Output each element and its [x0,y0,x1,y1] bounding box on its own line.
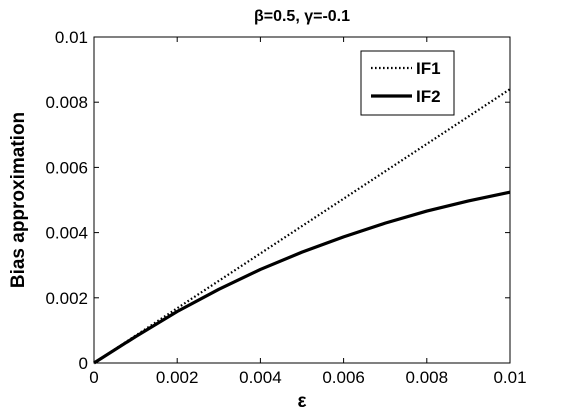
legend-box [360,50,455,116]
y-tick-label: 0.006 [45,158,88,177]
y-tick-label: 0.008 [45,93,88,112]
x-tick-label: 0.008 [406,368,449,387]
x-tick-label: 0.01 [493,368,526,387]
y-tick-label: 0.01 [55,28,88,47]
x-tick-label: 0.006 [322,368,365,387]
y-axis: 0 0.002 0.004 0.006 0.008 0.01 [45,28,510,373]
x-axis: 0 0.002 0.004 0.006 0.008 0.01 [89,37,527,387]
x-tick-label: 0.004 [239,368,282,387]
legend-label-if2: IF2 [416,87,441,106]
chart-title: β=0.5, γ=-0.1 [254,8,350,25]
x-tick-label: 0 [89,368,98,387]
legend-label-if1: IF1 [416,59,441,78]
y-tick-label: 0 [79,354,88,373]
y-tick-label: 0.004 [45,224,88,243]
plot-frame [93,36,511,364]
series-layer [93,88,511,365]
series-line-if1 [93,88,511,364]
x-axis-label: ε [297,391,306,412]
y-tick-label: 0.002 [45,289,88,308]
y-axis-label: Bias approximation [8,112,29,288]
x-tick-label: 0.002 [156,368,199,387]
plot-area [93,36,511,364]
series-line-if2 [93,190,511,365]
